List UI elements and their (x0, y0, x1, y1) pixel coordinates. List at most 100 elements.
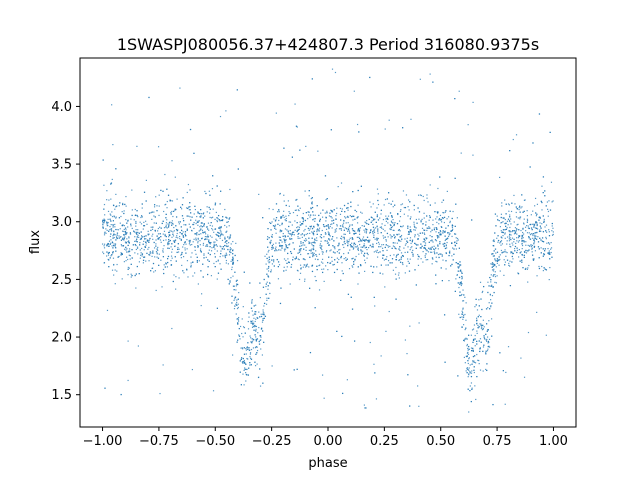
data-point (524, 251, 526, 253)
data-point (307, 227, 310, 230)
data-point (315, 250, 317, 252)
data-point (203, 212, 205, 214)
data-point (160, 189, 162, 192)
data-point (196, 261, 198, 263)
data-point (344, 227, 346, 229)
data-point (348, 241, 350, 243)
data-point (432, 224, 434, 226)
data-point (475, 398, 477, 401)
data-point (400, 234, 403, 237)
data-point (333, 209, 335, 211)
data-point (393, 246, 396, 248)
data-point (167, 241, 169, 244)
data-point (404, 339, 407, 341)
data-point (541, 265, 543, 268)
data-point (107, 218, 109, 220)
data-point (517, 237, 520, 239)
data-point (391, 226, 394, 228)
data-point (170, 213, 172, 215)
data-point (151, 228, 154, 230)
data-point (472, 355, 475, 358)
data-point (293, 231, 295, 233)
data-point (136, 241, 138, 243)
data-point (468, 345, 470, 348)
data-point (462, 318, 464, 320)
data-point (389, 262, 391, 264)
data-point (397, 229, 400, 232)
data-point (239, 338, 241, 340)
data-point (124, 227, 127, 229)
data-point (512, 138, 514, 141)
data-point (126, 248, 128, 250)
data-point (279, 193, 281, 195)
data-point (386, 232, 389, 235)
data-point (296, 214, 298, 217)
data-point (299, 250, 302, 252)
data-point (302, 212, 304, 215)
data-point (112, 225, 114, 227)
data-point (482, 290, 484, 292)
data-point (197, 246, 199, 249)
data-point (522, 222, 525, 224)
data-point (449, 252, 451, 254)
data-point (369, 76, 371, 79)
data-point (382, 228, 384, 230)
data-point (145, 238, 147, 240)
data-point (308, 237, 310, 239)
data-point (461, 277, 463, 279)
data-point (262, 286, 265, 288)
data-point (539, 222, 541, 224)
data-point (538, 265, 540, 268)
data-point (139, 221, 141, 223)
data-point (125, 205, 127, 207)
data-point (357, 248, 359, 250)
data-point (448, 234, 450, 236)
data-point (245, 347, 247, 350)
data-point (342, 222, 345, 224)
data-point (126, 251, 128, 253)
data-point (127, 268, 129, 270)
data-point (150, 229, 152, 232)
data-point (407, 260, 409, 263)
data-point (241, 347, 243, 349)
data-point (346, 239, 348, 241)
data-point (194, 205, 196, 207)
data-point (360, 264, 362, 267)
data-point (122, 202, 124, 205)
data-point (494, 259, 496, 261)
data-point (154, 216, 156, 218)
data-point (496, 262, 498, 264)
data-point (278, 209, 280, 211)
data-point (317, 224, 320, 226)
data-point (509, 230, 511, 232)
data-point (267, 285, 269, 287)
data-point (205, 245, 207, 247)
data-point (170, 230, 173, 232)
data-point (181, 264, 183, 267)
data-point (300, 248, 302, 250)
data-point (190, 264, 192, 266)
data-point (409, 226, 411, 228)
data-point (224, 236, 226, 238)
data-point (106, 245, 108, 247)
data-point (141, 247, 143, 250)
data-point (310, 197, 312, 200)
data-point (176, 229, 178, 232)
data-point (108, 245, 110, 247)
data-point (518, 209, 520, 211)
data-point (491, 269, 494, 271)
data-point (538, 113, 541, 115)
data-point (220, 253, 222, 255)
data-point (145, 241, 147, 243)
data-point (471, 370, 473, 372)
data-point (351, 237, 353, 239)
data-point (493, 239, 495, 241)
data-point (531, 228, 533, 231)
data-point (343, 246, 345, 249)
data-point (334, 259, 336, 261)
data-point (419, 194, 422, 196)
data-point (364, 262, 367, 264)
data-point (215, 260, 217, 263)
data-point (169, 239, 171, 242)
data-point (382, 250, 384, 252)
